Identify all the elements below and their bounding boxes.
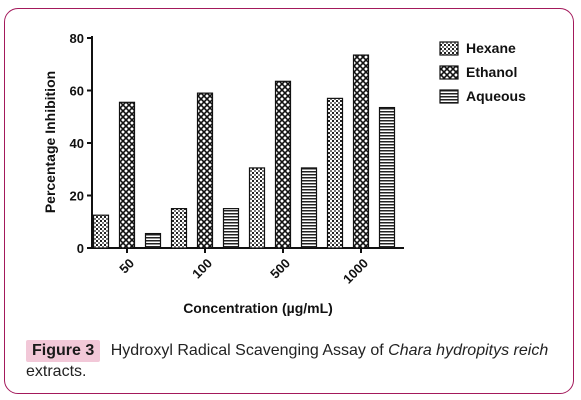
y-tick-label: 0	[77, 241, 84, 256]
caption-text-post: extracts.	[26, 363, 87, 380]
figure-caption: Figure 3 Hydroxyl Radical Scavenging Ass…	[26, 340, 556, 382]
y-tick-label: 40	[70, 136, 84, 151]
figure-label: Figure 3	[26, 340, 101, 362]
bar-aqueous-50	[144, 232, 162, 249]
bar-hexane-100	[170, 208, 188, 249]
bar-ethanol-50	[118, 101, 136, 249]
caption-species: Chara hydropitys reich	[388, 342, 549, 359]
bar-ethanol-1000	[352, 54, 370, 249]
bar-aqueous-1000	[378, 106, 396, 249]
x-tick-label: 50	[116, 256, 137, 277]
x-tick-label: 500	[267, 256, 293, 282]
bar-hexane-500	[248, 167, 266, 249]
caption-text-pre: Hydroxyl Radical Scavenging Assay of	[110, 342, 389, 359]
bar-aqueous-100	[222, 208, 240, 249]
bar-hexane-1000	[326, 97, 344, 249]
y-axis-label: Percentage Inhibition	[42, 71, 58, 213]
bar-aqueous-500	[300, 167, 318, 249]
bar-ethanol-100	[196, 92, 214, 249]
y-tick-label: 60	[70, 84, 84, 99]
x-tick-label: 1000	[340, 256, 371, 287]
legend-swatch-hexane	[439, 41, 459, 56]
y-tick-label: 80	[70, 31, 84, 46]
legend-swatch-aqueous	[439, 89, 459, 104]
legend-swatch-ethanol	[439, 65, 459, 80]
y-tick-label: 20	[70, 189, 84, 204]
bar-hexane-50	[92, 214, 110, 249]
legend-label-aqueous: Aqueous	[466, 88, 526, 104]
x-tick-label: 100	[189, 256, 215, 282]
x-axis-label: Concentration (µg/mL)	[183, 300, 333, 316]
bar-ethanol-500	[274, 80, 292, 249]
legend-label-ethanol: Ethanol	[466, 64, 517, 80]
legend-label-hexane: Hexane	[466, 40, 516, 56]
